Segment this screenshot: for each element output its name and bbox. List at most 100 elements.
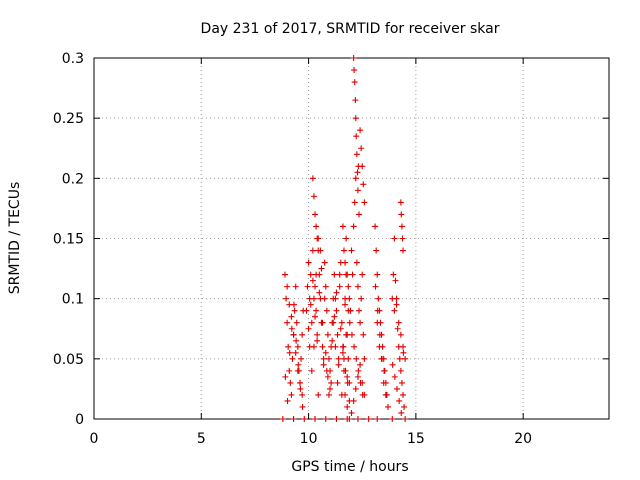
data-point — [322, 349, 329, 356]
data-point — [286, 367, 293, 374]
data-point — [350, 55, 357, 61]
data-point — [350, 397, 357, 404]
data-point — [325, 391, 332, 398]
data-point — [391, 235, 398, 242]
data-point — [359, 379, 366, 386]
data-point — [339, 349, 346, 356]
data-point — [376, 343, 383, 350]
data-point — [396, 355, 403, 362]
data-point — [293, 337, 300, 344]
data-point — [297, 379, 303, 386]
data-point — [354, 169, 361, 176]
data-point — [400, 343, 406, 350]
data-point — [359, 271, 366, 278]
data-point — [344, 416, 351, 422]
data-point — [390, 271, 397, 278]
data-point — [359, 163, 366, 170]
data-point — [315, 247, 322, 254]
data-point — [355, 367, 362, 374]
data-point — [352, 115, 359, 122]
data-point — [335, 361, 342, 368]
y-tick-label: 0.25 — [53, 111, 84, 127]
y-tick-label: 0.15 — [53, 232, 84, 248]
data-point — [309, 247, 316, 254]
x-tick-label: 10 — [300, 431, 318, 447]
data-point — [354, 187, 361, 194]
data-point — [297, 385, 304, 392]
data-point — [312, 283, 319, 290]
data-point — [346, 295, 353, 302]
data-point — [400, 349, 407, 356]
data-point — [357, 127, 364, 134]
data-point — [395, 319, 402, 326]
data-point — [356, 211, 363, 218]
y-tick-label: 0.2 — [62, 171, 84, 187]
data-point — [343, 331, 350, 338]
data-point — [350, 223, 357, 230]
data-point — [306, 343, 313, 350]
data-point — [351, 343, 358, 350]
data-point — [348, 331, 355, 338]
data-point — [309, 175, 316, 182]
data-point — [312, 416, 319, 422]
data-point — [321, 259, 328, 266]
data-point — [375, 295, 382, 302]
data-point — [344, 379, 351, 386]
data-point — [349, 271, 356, 278]
data-point — [396, 397, 403, 404]
y-tick-label: 0.1 — [62, 292, 84, 308]
data-point — [324, 373, 331, 380]
data-point — [314, 331, 321, 338]
data-point — [295, 361, 302, 368]
data-point — [322, 283, 329, 290]
data-point — [351, 67, 358, 74]
data-point — [354, 283, 361, 290]
data-point — [394, 325, 401, 332]
data-point — [286, 301, 293, 308]
data-point — [316, 289, 323, 296]
x-tick-label: 0 — [90, 431, 99, 447]
x-tick-label: 20 — [514, 431, 532, 447]
data-point — [282, 373, 289, 380]
data-point — [332, 295, 339, 302]
data-point — [352, 175, 359, 182]
data-point — [348, 247, 355, 254]
data-point — [334, 379, 341, 386]
data-point — [336, 283, 343, 290]
data-point — [309, 277, 316, 284]
data-point — [399, 235, 406, 242]
data-point — [324, 331, 331, 338]
data-point — [400, 247, 406, 254]
x-axis-ticks: 0 5 10 15 20 — [90, 58, 532, 447]
data-point — [358, 295, 365, 302]
data-point — [312, 211, 319, 218]
data-point — [285, 343, 292, 350]
data-point — [287, 379, 294, 386]
data-point — [353, 133, 360, 140]
data-point — [310, 295, 317, 302]
data-point — [397, 199, 404, 206]
data-point — [328, 343, 335, 350]
data-point — [330, 319, 337, 326]
data-point — [305, 325, 312, 332]
y-tick-label: 0.3 — [62, 51, 84, 67]
data-point — [348, 409, 355, 416]
data-point — [374, 416, 381, 422]
data-point — [288, 325, 295, 332]
data-point — [380, 379, 387, 386]
data-point — [342, 367, 349, 374]
data-point — [353, 259, 360, 266]
data-point — [328, 379, 335, 386]
data-point — [378, 355, 385, 362]
data-point — [323, 307, 330, 314]
data-point — [336, 271, 343, 278]
data-point — [315, 391, 322, 398]
data-point — [288, 391, 295, 398]
data-point — [293, 319, 300, 326]
data-point — [361, 391, 368, 398]
data-point — [333, 416, 340, 422]
data-point — [327, 385, 334, 392]
data-point — [289, 355, 296, 362]
data-point — [284, 319, 291, 326]
